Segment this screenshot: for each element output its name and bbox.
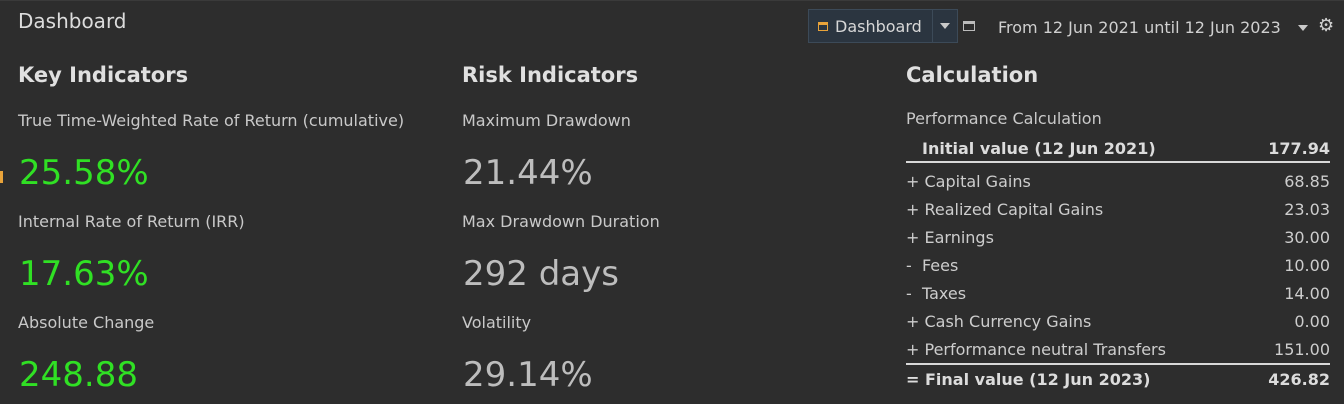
indicator-label-ttwror: True Time-Weighted Rate of Return (cumul… — [18, 111, 405, 130]
calc-row-label: Initial value (12 Jun 2021) — [922, 138, 1156, 158]
edge-marker — [0, 171, 3, 183]
calc-row: + Performance neutral Transfers 151.00 — [906, 335, 1330, 363]
calculation-title: Calculation — [906, 63, 1039, 87]
indicator-value-absolute-change: 248.88 — [19, 355, 138, 395]
indicator-label-irr: Internal Rate of Return (IRR) — [18, 212, 245, 231]
calc-row-label: + Capital Gains — [906, 171, 1031, 191]
calc-row-label: = Final value (12 Jun 2023) — [906, 369, 1151, 389]
indicator-value-max-drawdown-duration: 292 days — [463, 254, 619, 294]
calc-row: + Cash Currency Gains 0.00 — [906, 307, 1330, 335]
calendar-icon — [818, 21, 828, 31]
calculation-subtitle: Performance Calculation — [906, 109, 1102, 128]
indicator-value-max-drawdown: 21.44% — [463, 153, 593, 193]
calc-row-label: - Taxes — [906, 283, 967, 303]
date-range-dropdown[interactable] — [1298, 25, 1308, 31]
indicator-label-volatility: Volatility — [462, 313, 532, 332]
calc-row-final: = Final value (12 Jun 2023) 426.82 — [906, 363, 1330, 393]
calc-row-label: + Realized Capital Gains — [906, 199, 1104, 219]
page-title: Dashboard — [18, 9, 127, 33]
calc-row-value: 177.94 — [1268, 138, 1330, 158]
calc-row: - Taxes 14.00 — [906, 279, 1330, 307]
gear-icon[interactable]: ⚙ — [1318, 15, 1335, 36]
calc-row-value: 426.82 — [1268, 369, 1330, 389]
calc-row: + Realized Capital Gains 23.03 — [906, 195, 1330, 223]
chevron-down-icon — [940, 23, 950, 29]
calc-row: - Fees 10.00 — [906, 251, 1330, 279]
calc-row-value: 14.00 — [1284, 283, 1330, 303]
dashboard-selector-button[interactable]: Dashboard — [808, 9, 958, 43]
indicator-label-max-drawdown-duration: Max Drawdown Duration — [462, 212, 660, 231]
calc-row-value: 68.85 — [1284, 171, 1330, 191]
window-icon[interactable] — [963, 21, 975, 31]
dashboard-dropdown-toggle[interactable] — [932, 10, 957, 42]
dashboard-selector-label: Dashboard — [835, 16, 922, 36]
calc-row-label: - Fees — [906, 255, 959, 275]
calc-row: + Earnings 30.00 — [906, 223, 1330, 251]
indicator-label-absolute-change: Absolute Change — [18, 313, 155, 332]
calc-row-label: + Cash Currency Gains — [906, 311, 1092, 331]
key-indicators-panel: Key Indicators True Time-Weighted Rate o… — [18, 63, 404, 395]
performance-calculation-table: Initial value (12 Jun 2021) 177.94 + Cap… — [906, 135, 1330, 393]
chevron-down-icon — [1298, 25, 1308, 31]
risk-indicators-panel: Risk Indicators Maximum Drawdown 21.44% … — [462, 63, 660, 395]
risk-indicators-title: Risk Indicators — [462, 63, 639, 87]
indicator-value-ttwror: 25.58% — [19, 153, 149, 193]
calc-row-value: 30.00 — [1284, 227, 1330, 247]
calc-row: + Capital Gains 68.85 — [906, 167, 1330, 195]
calc-row-value: 23.03 — [1284, 199, 1330, 219]
key-indicators-title: Key Indicators — [18, 63, 189, 87]
indicator-value-volatility: 29.14% — [463, 355, 593, 395]
calculation-panel: Calculation Performance Calculation Init… — [906, 63, 1330, 389]
calc-row-label: + Performance neutral Transfers — [906, 339, 1166, 359]
calc-row-value: 0.00 — [1294, 311, 1330, 331]
date-range-selector[interactable]: From 12 Jun 2021 until 12 Jun 2023 — [998, 18, 1281, 37]
indicator-label-max-drawdown: Maximum Drawdown — [462, 111, 631, 130]
calc-row-value: 151.00 — [1274, 339, 1330, 359]
calc-row-label: + Earnings — [906, 227, 994, 247]
calc-row-initial: Initial value (12 Jun 2021) 177.94 — [906, 135, 1330, 163]
calc-row-value: 10.00 — [1284, 255, 1330, 275]
indicator-value-irr: 17.63% — [19, 254, 149, 294]
